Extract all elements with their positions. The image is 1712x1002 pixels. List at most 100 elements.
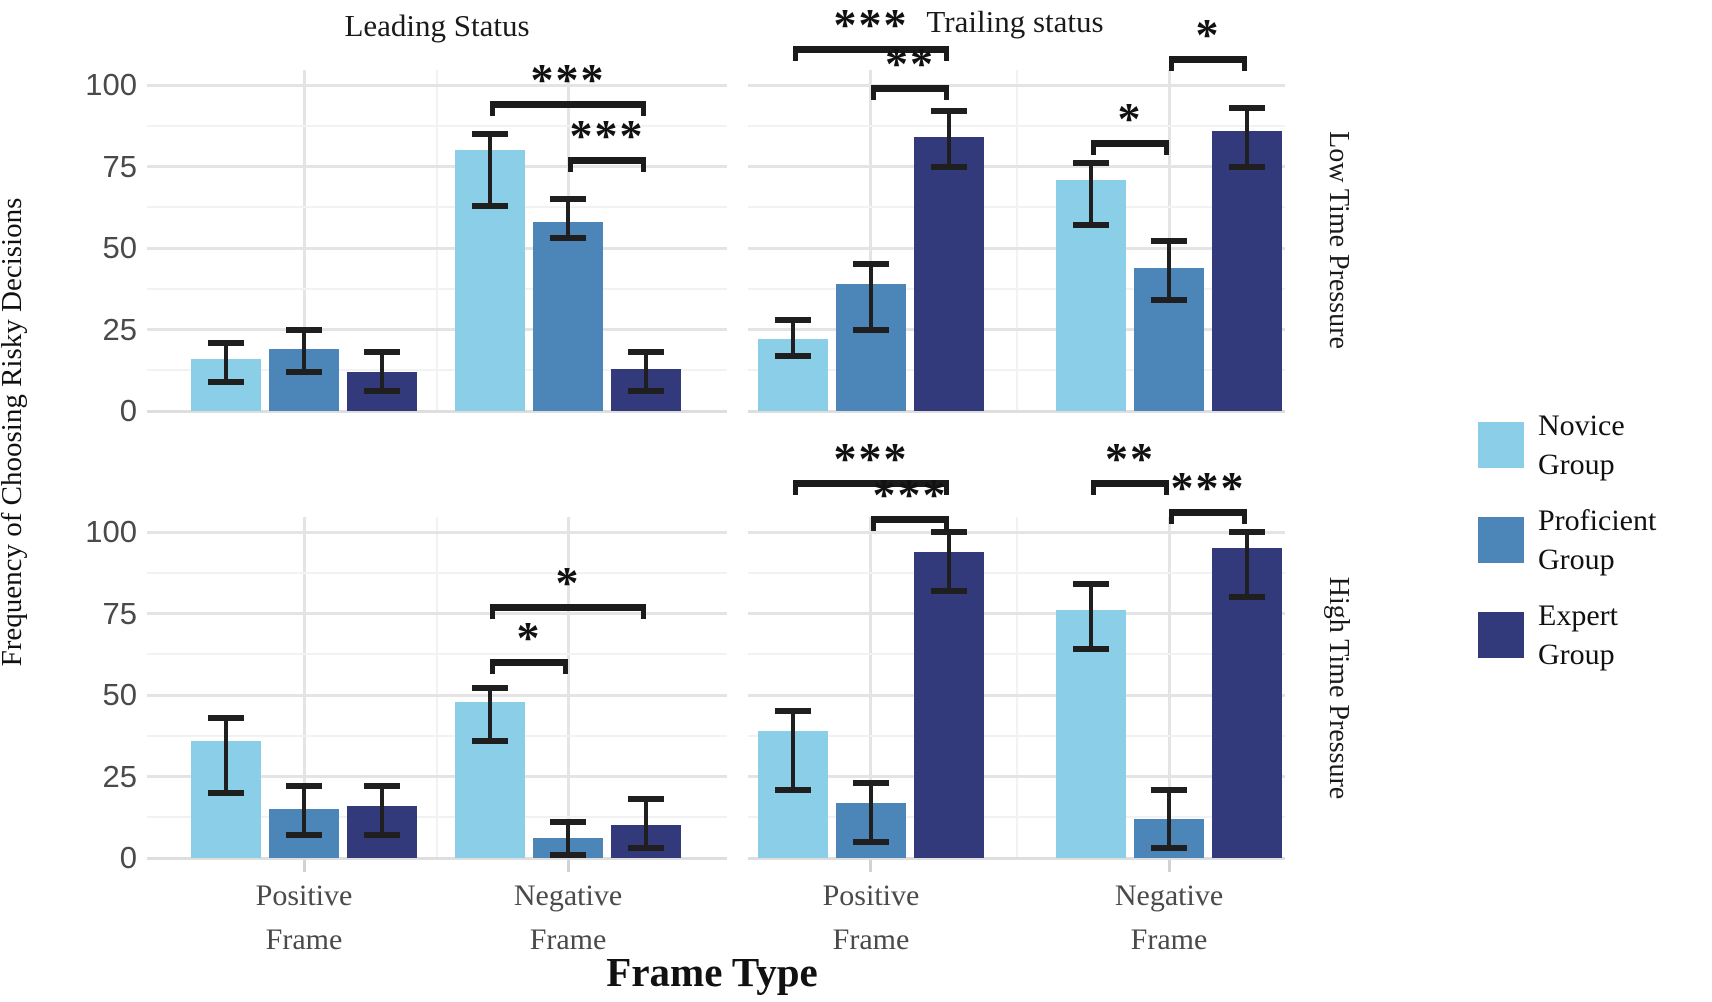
errorbar-cap-bottom [472,202,509,209]
legend-swatch-novice-group [1478,422,1524,468]
errorbar-cap-top [364,349,400,356]
gridline-h [748,530,1285,534]
errorbar-expert-group-positive-frame [380,786,384,836]
sig-label: * [516,612,542,664]
legend-label-line: Group [1538,543,1615,576]
y-tick-label: 0 [119,393,137,428]
x-tick-label: Positive Frame [751,874,991,962]
y-tick-label: 25 [102,311,137,347]
errorbar-cap-bottom [628,388,665,395]
x-tick-label-line: Frame [529,923,607,956]
sig-bracket [1091,140,1169,156]
legend-swatch-proficient-group [1478,517,1524,563]
gridline-v [436,70,438,411]
x-axis-line [147,410,727,413]
sig-bracket [1169,509,1247,525]
sig-bracket [792,479,949,495]
x-tick-label-line: Frame [832,923,910,956]
facet-title-trailing-status: Trailing status [926,4,1104,39]
errorbar-proficient-group-positive-frame [868,264,873,330]
errorbar-cap-top [1229,104,1265,111]
legend-swatch-expert-group [1478,612,1524,658]
gridline-h [748,775,1285,778]
gridline-h [748,693,1285,697]
errorbar-cap-bottom [852,326,889,333]
errorbar-novice-group-positive-frame [224,717,228,793]
errorbar-cap-bottom [1229,163,1265,170]
sig-label: * [555,556,581,608]
gridline-h [748,328,1285,331]
bar-expert-group-negative-frame [1212,130,1282,411]
sig-bracket [568,156,647,172]
sig-bracket [792,45,949,61]
gridline-v [302,517,306,858]
bar-expert-group-positive-frame [913,551,984,858]
x-tick-label-line: Positive [822,879,920,912]
legend-label-line: Expert [1538,599,1618,632]
y-tick-label: 75 [102,595,137,631]
errorbar-cap-top [774,316,811,323]
errorbar-expert-group-positive-frame [946,532,951,591]
y-tick-label: 0 [119,840,137,875]
errorbar-proficient-group-negative-frame [1167,241,1171,301]
errorbar-cap-top [774,708,811,715]
gridline-h [748,734,1285,737]
gridline-h [147,612,727,615]
x-tick-mark [1167,860,1171,872]
gridline-h [748,206,1285,209]
errorbar-cap-bottom [286,368,322,375]
x-tick-mark [566,860,570,872]
errorbar-proficient-group-positive-frame [302,329,306,372]
sig-bracket [490,101,647,117]
errorbar-cap-top [1151,238,1187,245]
legend-item-expert-group: Expert Group [1478,599,1712,704]
gridline-h [147,328,727,331]
x-tick-label-line: Negative [1114,879,1224,912]
sig-bracket [1091,479,1169,495]
x-tick-label-line: Frame [1130,923,1208,956]
gridline-h [748,653,1285,656]
errorbar-cap-top [1073,581,1109,588]
errorbar-cap-bottom [286,832,322,839]
errorbar-novice-group-positive-frame [790,319,795,356]
errorbar-cap-top [930,529,967,535]
legend-item-proficient-group: Proficient Group [1478,504,1712,609]
errorbar-cap-bottom [208,789,244,796]
gridline-v [1167,517,1171,858]
gridline-h [147,816,727,819]
sig-label: *** [530,54,606,106]
gridline-h [748,246,1285,250]
errorbar-cap-bottom [930,587,967,594]
x-tick-label: Negative Frame [1049,874,1289,962]
errorbar-novice-group-negative-frame [488,133,493,206]
gridline-h [147,571,727,574]
gridline-v [869,517,873,858]
errorbar-cap-bottom [1151,297,1187,304]
errorbar-proficient-group-negative-frame [1167,789,1171,849]
errorbar-cap-top [930,108,967,115]
errorbar-expert-group-negative-frame [644,799,649,849]
sig-bracket [490,603,647,619]
bar-proficient-group-negative-frame [533,221,604,411]
errorbar-cap-top [364,783,400,790]
gridline-h [147,653,727,656]
sig-label: * [1117,93,1143,145]
errorbar-cap-top [852,780,889,787]
facet-title-leading-status: Leading Status [344,8,530,43]
x-tick-label-line: Frame [265,923,343,956]
errorbar-cap-top [208,714,244,721]
legend-label-line: Group [1538,448,1615,481]
sig-label: *** [833,432,909,484]
errorbar-cap-top [208,339,244,346]
errorbar-cap-bottom [208,378,244,385]
y-tick-label: 100 [85,514,137,549]
errorbar-proficient-group-negative-frame [566,822,571,855]
sig-label: ** [1105,432,1155,484]
gridline-v [1015,70,1018,411]
errorbar-cap-bottom [472,737,509,744]
y-tick-label: 100 [85,67,137,102]
gridline-h [147,530,727,534]
sig-label: *** [872,468,948,520]
errorbar-novice-group-positive-frame [224,342,228,382]
